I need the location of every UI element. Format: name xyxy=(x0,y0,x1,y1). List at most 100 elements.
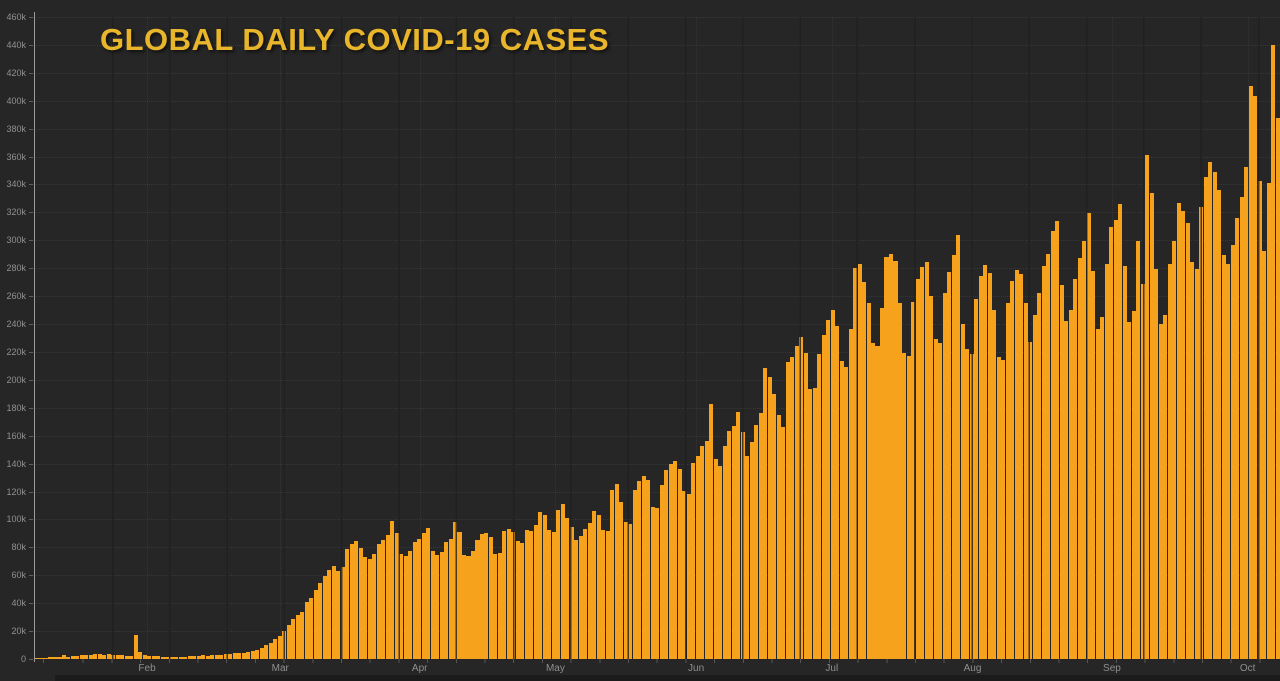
daily-cases-bar[interactable] xyxy=(870,343,876,659)
daily-cases-bar[interactable] xyxy=(309,598,314,659)
daily-cases-bar[interactable] xyxy=(655,508,660,659)
daily-cases-bar[interactable] xyxy=(569,526,574,659)
daily-cases-bar[interactable] xyxy=(1037,292,1042,659)
daily-cases-bar[interactable] xyxy=(372,553,377,659)
daily-cases-bar[interactable] xyxy=(686,493,691,659)
daily-cases-bar[interactable] xyxy=(650,506,655,659)
daily-cases-bar[interactable] xyxy=(659,485,664,659)
daily-cases-bar[interactable] xyxy=(1001,359,1006,659)
daily-cases-bar[interactable] xyxy=(929,295,934,659)
daily-cases-bar[interactable] xyxy=(1059,284,1064,659)
daily-cases-bar[interactable] xyxy=(1032,315,1037,659)
daily-cases-bar[interactable] xyxy=(673,460,678,659)
daily-cases-bar[interactable] xyxy=(983,265,988,659)
daily-cases-bar[interactable] xyxy=(713,459,718,659)
daily-cases-bar[interactable] xyxy=(996,357,1001,659)
daily-cases-bar[interactable] xyxy=(385,534,390,659)
daily-cases-bar[interactable] xyxy=(520,543,525,659)
daily-cases-bar[interactable] xyxy=(623,521,628,659)
daily-cases-bar[interactable] xyxy=(1235,217,1240,659)
daily-cases-bar[interactable] xyxy=(138,651,143,659)
daily-cases-bar[interactable] xyxy=(947,272,952,659)
daily-cases-bar[interactable] xyxy=(358,548,363,659)
daily-cases-bar[interactable] xyxy=(448,538,453,659)
daily-cases-bar[interactable] xyxy=(286,625,291,659)
daily-cases-bar[interactable] xyxy=(731,425,736,659)
daily-cases-bar[interactable] xyxy=(637,481,642,659)
daily-cases-bar[interactable] xyxy=(803,352,808,659)
daily-cases-bar[interactable] xyxy=(974,298,979,659)
daily-cases-bar[interactable] xyxy=(978,276,983,659)
daily-cases-bar[interactable] xyxy=(547,529,552,659)
daily-cases-bar[interactable] xyxy=(488,537,493,659)
daily-cases-bar[interactable] xyxy=(1077,257,1082,659)
daily-cases-bar[interactable] xyxy=(1019,273,1024,659)
daily-cases-bar[interactable] xyxy=(1028,341,1033,659)
daily-cases-bar[interactable] xyxy=(628,524,633,659)
daily-cases-bar[interactable] xyxy=(722,446,727,659)
daily-cases-bar[interactable] xyxy=(1127,322,1132,659)
daily-cases-bar[interactable] xyxy=(268,643,273,659)
daily-cases-bar[interactable] xyxy=(601,530,606,659)
daily-cases-bar[interactable] xyxy=(340,566,345,659)
daily-cases-bar[interactable] xyxy=(1023,302,1028,659)
daily-cases-bar[interactable] xyxy=(664,470,669,659)
daily-cases-bar[interactable] xyxy=(632,489,637,659)
daily-cases-bar[interactable] xyxy=(1262,251,1267,659)
daily-cases-bar[interactable] xyxy=(560,504,565,659)
daily-cases-bar[interactable] xyxy=(808,389,813,659)
daily-cases-bar[interactable] xyxy=(133,634,138,659)
daily-cases-bar[interactable] xyxy=(1208,161,1213,659)
daily-cases-bar[interactable] xyxy=(839,361,844,659)
daily-cases-bar[interactable] xyxy=(1095,329,1100,659)
daily-cases-bar[interactable] xyxy=(610,490,615,659)
daily-cases-bar[interactable] xyxy=(1136,241,1141,659)
daily-cases-bar[interactable] xyxy=(897,302,902,659)
daily-cases-bar[interactable] xyxy=(799,337,804,659)
daily-cases-bar[interactable] xyxy=(345,549,350,659)
daily-cases-bar[interactable] xyxy=(1091,270,1096,659)
daily-cases-bar[interactable] xyxy=(475,540,480,659)
daily-cases-bar[interactable] xyxy=(461,554,467,659)
daily-cases-bar[interactable] xyxy=(1239,196,1244,659)
daily-cases-bar[interactable] xyxy=(574,539,579,659)
daily-cases-bar[interactable] xyxy=(273,639,278,659)
daily-cases-bar[interactable] xyxy=(578,536,583,659)
daily-cases-bar[interactable] xyxy=(587,522,592,659)
daily-cases-bar[interactable] xyxy=(1055,220,1060,659)
daily-cases-bar[interactable] xyxy=(291,619,296,659)
daily-cases-bar[interactable] xyxy=(408,551,413,659)
daily-cases-bar[interactable] xyxy=(911,301,916,659)
daily-cases-bar[interactable] xyxy=(906,355,911,659)
daily-cases-bar[interactable] xyxy=(1154,269,1159,659)
daily-cases-bar[interactable] xyxy=(1271,44,1276,659)
daily-cases-bar[interactable] xyxy=(614,484,619,659)
daily-cases-bar[interactable] xyxy=(1122,266,1127,659)
daily-cases-bar[interactable] xyxy=(376,544,381,659)
daily-cases-bar[interactable] xyxy=(1145,154,1150,659)
daily-cases-bar[interactable] xyxy=(718,465,723,659)
daily-cases-bar[interactable] xyxy=(565,517,570,659)
daily-cases-bar[interactable] xyxy=(781,426,786,659)
daily-cases-bar[interactable] xyxy=(866,302,871,659)
daily-cases-bar[interactable] xyxy=(354,540,359,659)
daily-cases-bar[interactable] xyxy=(700,446,705,659)
daily-cases-bar[interactable] xyxy=(255,649,260,659)
daily-cases-bar[interactable] xyxy=(942,292,947,659)
daily-cases-bar[interactable] xyxy=(551,531,556,659)
daily-cases-bar[interactable] xyxy=(426,528,431,659)
daily-cases-bar[interactable] xyxy=(421,532,426,659)
daily-cases-bar[interactable] xyxy=(951,255,956,659)
daily-cases-bar[interactable] xyxy=(1149,192,1154,659)
daily-cases-bar[interactable] xyxy=(695,456,700,659)
daily-cases-bar[interactable] xyxy=(1104,263,1109,659)
daily-cases-bar[interactable] xyxy=(444,541,449,659)
daily-cases-bar[interactable] xyxy=(246,652,251,659)
daily-cases-bar[interactable] xyxy=(453,521,458,659)
daily-cases-bar[interactable] xyxy=(511,531,516,659)
daily-cases-bar[interactable] xyxy=(740,432,745,659)
daily-cases-bar[interactable] xyxy=(318,582,323,659)
daily-cases-bar[interactable] xyxy=(745,455,750,659)
daily-cases-bar[interactable] xyxy=(879,308,884,659)
daily-cases-bar[interactable] xyxy=(888,253,893,659)
